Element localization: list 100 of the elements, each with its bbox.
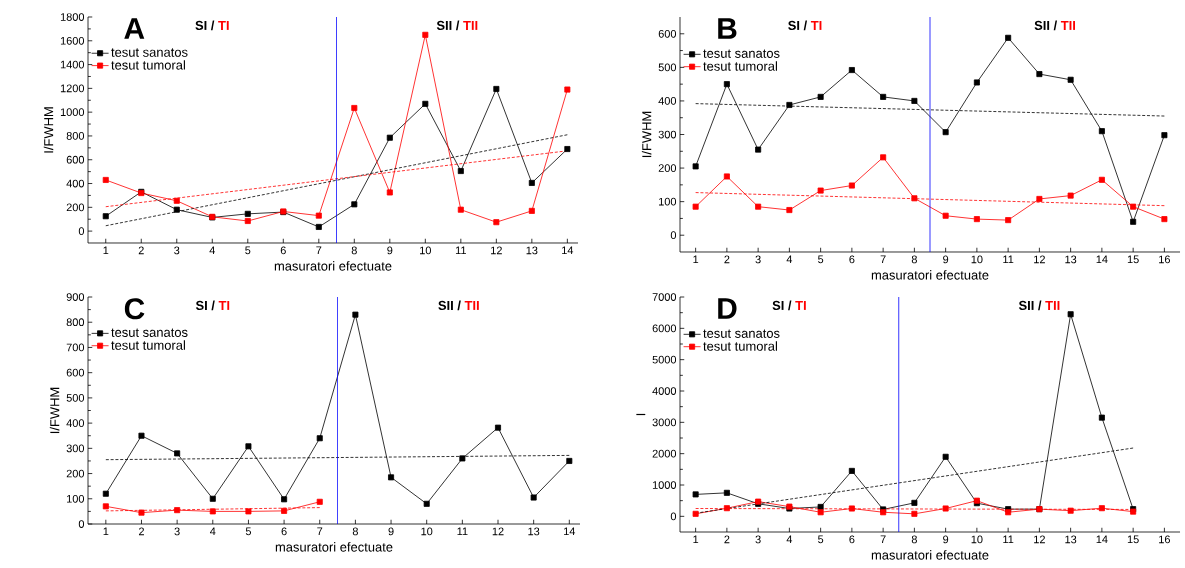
legend-label: tesut sanatos xyxy=(111,328,188,337)
x-tick-label: 4 xyxy=(209,527,216,536)
x-tick-label: 7 xyxy=(317,527,323,536)
y-tick-label: 500 xyxy=(66,394,85,402)
y-tick-label: 400 xyxy=(658,97,677,105)
x-tick-label: 13 xyxy=(526,246,538,255)
x-tick-label: 7 xyxy=(880,255,886,264)
x-tick-label: 13 xyxy=(1065,255,1077,264)
x-tick-label: 13 xyxy=(1065,535,1077,544)
x-tick-label: 8 xyxy=(352,527,358,536)
x-tick-label: 6 xyxy=(281,527,287,536)
y-axis-title: I xyxy=(636,413,646,416)
x-tick-label: 1 xyxy=(103,527,109,536)
y-axis-title: I/FWHM xyxy=(43,107,54,153)
y-tick-label: 300 xyxy=(66,444,85,453)
annotation: TII xyxy=(1060,21,1076,30)
x-tick-label: 1 xyxy=(693,535,699,544)
x-axis-title: masuratori efectuate xyxy=(274,261,392,271)
y-tick-label: 200 xyxy=(66,203,85,212)
annotation: D xyxy=(718,298,737,319)
x-tick-label: 14 xyxy=(562,246,574,255)
y-tick-label: 500 xyxy=(658,63,677,72)
legend-label: tesut sanatos xyxy=(111,48,188,57)
y-tick-label: 100 xyxy=(67,494,85,503)
x-axis-title: masuratori efectuate xyxy=(871,270,989,280)
x-tick-label: 10 xyxy=(421,527,433,536)
y-tick-label: 7000 xyxy=(652,293,677,301)
x-tick-label: 5 xyxy=(818,255,824,264)
y-axis-title: I/FWHM xyxy=(641,111,652,158)
x-tick-label: 6 xyxy=(849,255,855,264)
y-tick-label: 6000 xyxy=(652,324,677,333)
y-tick-label: 0 xyxy=(78,227,85,235)
x-tick-label: 7 xyxy=(316,246,322,255)
x-tick-label: 15 xyxy=(1127,535,1139,544)
x-tick-label: 16 xyxy=(1159,255,1170,264)
x-tick-label: 2 xyxy=(724,535,730,544)
x-tick-label: 6 xyxy=(280,246,286,255)
y-tick-label: 1200 xyxy=(60,84,85,93)
annotation: B xyxy=(718,18,737,39)
y-tick-label: 4000 xyxy=(652,387,677,395)
legend-label: tesut sanatos xyxy=(703,49,780,58)
y-axis-title: I/FWHM xyxy=(49,387,60,434)
y-tick-label: 2000 xyxy=(652,449,677,458)
y-tick-label: 200 xyxy=(658,164,677,172)
y-tick-label: 900 xyxy=(66,293,85,301)
x-tick-label: 1 xyxy=(693,255,699,264)
y-tick-label: 100 xyxy=(659,197,677,206)
annotation: SII / xyxy=(438,300,461,311)
x-tick-label: 11 xyxy=(455,246,466,255)
y-tick-label: 5000 xyxy=(652,355,677,364)
x-tick-label: 5 xyxy=(245,246,251,255)
x-tick-label: 7 xyxy=(880,535,886,544)
annotation: A xyxy=(124,18,145,39)
x-tick-label: 2 xyxy=(138,527,144,536)
y-tick-label: 0 xyxy=(670,231,677,240)
y-tick-label: 1600 xyxy=(60,36,85,45)
x-tick-label: 12 xyxy=(1034,255,1045,264)
x-tick-label: 11 xyxy=(1003,255,1014,264)
y-tick-label: 200 xyxy=(66,469,85,478)
x-tick-label: 3 xyxy=(755,535,761,544)
x-tick-label: 9 xyxy=(388,527,394,536)
x-tick-label: 8 xyxy=(351,246,357,255)
y-tick-label: 600 xyxy=(66,155,85,164)
y-tick-label: 400 xyxy=(66,419,85,427)
annotation: TI xyxy=(795,301,806,310)
x-tick-label: 14 xyxy=(1096,535,1108,544)
x-tick-label: 11 xyxy=(1003,535,1014,544)
x-tick-label: 1 xyxy=(103,246,109,255)
legend-label: tesut tumoral xyxy=(111,340,185,350)
x-tick-label: 9 xyxy=(387,246,393,255)
x-tick-label: 4 xyxy=(786,535,793,544)
y-tick-label: 600 xyxy=(66,368,85,377)
x-tick-label: 15 xyxy=(1127,255,1139,264)
annotation: SI / xyxy=(788,20,808,31)
annotation: SII / xyxy=(1018,300,1042,311)
y-tick-label: 0 xyxy=(78,520,85,528)
x-tick-label: 12 xyxy=(491,246,502,255)
x-tick-label: 8 xyxy=(911,255,917,264)
x-tick-label: 10 xyxy=(971,535,983,544)
annotation: C xyxy=(124,298,145,320)
x-tick-label: 8 xyxy=(911,535,917,544)
x-tick-label: 3 xyxy=(174,246,180,255)
x-tick-label: 14 xyxy=(1096,255,1108,264)
annotation: TI xyxy=(810,21,822,30)
y-tick-label: 1000 xyxy=(60,108,85,117)
x-tick-label: 9 xyxy=(943,255,949,264)
y-tick-label: 3000 xyxy=(652,418,677,427)
x-tick-label: 16 xyxy=(1159,535,1170,544)
y-tick-label: 0 xyxy=(670,512,677,521)
annotation: SI / xyxy=(195,20,215,31)
x-tick-label: 9 xyxy=(943,535,949,544)
x-tick-label: 6 xyxy=(849,535,855,544)
y-tick-label: 800 xyxy=(66,318,85,327)
annotation: TI xyxy=(218,20,229,30)
x-tick-label: 2 xyxy=(724,255,730,264)
y-tick-label: 600 xyxy=(658,29,677,38)
annotation: SII / xyxy=(436,20,460,31)
y-tick-label: 400 xyxy=(66,179,85,188)
x-tick-label: 5 xyxy=(245,527,252,536)
annotation: TII xyxy=(464,301,479,310)
